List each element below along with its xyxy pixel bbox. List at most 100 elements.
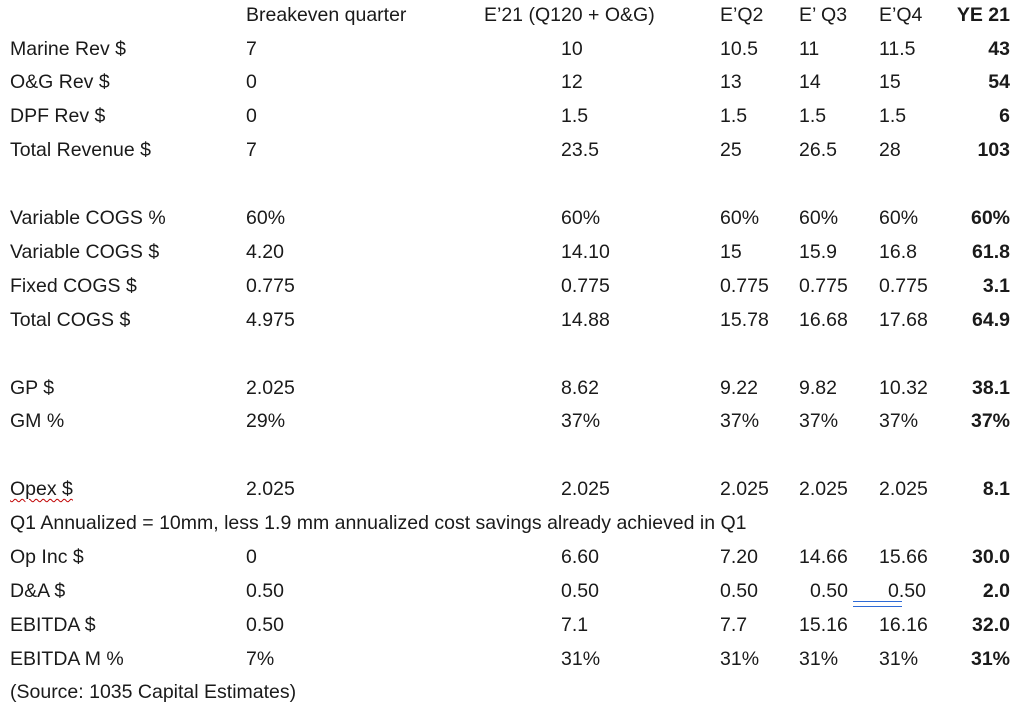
cell-e21: 1.5: [561, 105, 589, 127]
cell-breakeven: 4.20: [246, 241, 284, 263]
cell-q4: 0.775: [879, 275, 928, 297]
cell-q2: 7.20: [720, 546, 758, 568]
cell-q3: 1.5: [799, 105, 827, 127]
cell-q3: 0.50: [810, 580, 848, 602]
row-label: DPF Rev $: [10, 105, 106, 127]
cell-ye21: 2.0: [982, 580, 1010, 602]
cell-breakeven: 7%: [246, 648, 275, 670]
row-label: Variable COGS %: [10, 207, 166, 229]
cell-q3: 60%: [799, 207, 839, 229]
cell-q3: 2.025: [799, 478, 848, 500]
cell-q3: 14: [799, 71, 821, 93]
cell-ye21: 6: [999, 105, 1010, 127]
cell-e21: 6.60: [561, 546, 599, 568]
row-gm: GM % 29% 37% 37% 37% 37% 37%: [0, 404, 1021, 438]
cell-q3: 0.775: [799, 275, 848, 297]
row-label: Fixed COGS $: [10, 275, 137, 297]
cell-e21: 14.88: [561, 309, 610, 331]
cell-ye21: 32.0: [972, 614, 1010, 636]
cell-ye21: 30.0: [972, 546, 1010, 568]
cell-q3: 31%: [799, 648, 839, 670]
cell-e21: 8.62: [561, 377, 599, 399]
cell-e21: 2.025: [561, 478, 610, 500]
cell-ye21: 61.8: [972, 241, 1010, 263]
cell-ye21: 8.1: [982, 478, 1010, 500]
cell-q2: 60%: [720, 207, 760, 229]
cell-breakeven: 0: [246, 71, 257, 93]
cell-q2: 37%: [720, 410, 760, 432]
header-q3: E’ Q3: [799, 4, 848, 26]
header-q2: E’Q2: [720, 4, 764, 26]
row-variable-cogs-pct: Variable COGS % 60% 60% 60% 60% 60% 60%: [0, 201, 1021, 235]
cell-q3: 15.16: [799, 614, 848, 636]
cell-breakeven: 7: [246, 139, 257, 161]
row-label: EBITDA $: [10, 614, 96, 636]
row-label: GP $: [10, 377, 55, 399]
cell-e21: 0.775: [561, 275, 610, 297]
row-total-revenue: Total Revenue $ 7 23.5 25 26.5 28 103: [0, 133, 1021, 167]
cell-q2: 7.7: [720, 614, 748, 636]
cell-q4: 2.025: [879, 478, 928, 500]
row-da: D&A $ 0.50 0.50 0.50 0.50 0.50 2.0: [0, 574, 1021, 608]
cell-q4: 15.66: [879, 546, 928, 568]
cell-ye21: 43: [988, 38, 1010, 60]
cell-q4: 31%: [879, 648, 919, 670]
cell-q4: 0.50: [888, 580, 926, 602]
cell-ye21: 103: [977, 139, 1010, 161]
header-q4: E’Q4: [879, 4, 923, 26]
cell-ye21: 54: [988, 71, 1010, 93]
cell-q3: 9.82: [799, 377, 837, 399]
header-e21: E’21 (Q120 + O&G): [484, 4, 655, 26]
cell-ye21: 64.9: [972, 309, 1010, 331]
cell-q4: 15: [879, 71, 901, 93]
row-label: D&A $: [10, 580, 66, 602]
row-label: EBITDA M %: [10, 648, 124, 670]
cell-q3: 15.9: [799, 241, 837, 263]
cell-q4: 10.32: [879, 377, 928, 399]
cell-q3: 37%: [799, 410, 839, 432]
source-note: (Source: 1035 Capital Estimates): [10, 681, 297, 703]
header-breakeven: Breakeven quarter: [246, 4, 407, 26]
cell-breakeven: 7: [246, 38, 257, 60]
cell-q2: 25: [720, 139, 742, 161]
cell-breakeven: 2.025: [246, 478, 295, 500]
cell-breakeven: 0: [246, 546, 257, 568]
cell-q2: 1.5: [720, 105, 748, 127]
cell-q4: 28: [879, 139, 901, 161]
row-og-rev: O&G Rev $ 0 12 13 14 15 54: [0, 65, 1021, 99]
cell-breakeven: 2.025: [246, 377, 295, 399]
row-label: Op Inc $: [10, 546, 84, 568]
header-ye21: YE 21: [956, 4, 1010, 26]
cell-ye21: 37%: [970, 410, 1010, 432]
cell-ye21: 3.1: [982, 275, 1010, 297]
row-total-cogs: Total COGS $ 4.975 14.88 15.78 16.68 17.…: [0, 303, 1021, 337]
row-label: Variable COGS $: [10, 241, 160, 263]
cell-breakeven: 0.50: [246, 580, 284, 602]
cell-q3: 16.68: [799, 309, 848, 331]
cell-q2: 9.22: [720, 377, 758, 399]
cell-q4: 11.5: [879, 38, 916, 60]
cell-e21: 31%: [561, 648, 601, 670]
cell-breakeven: 60%: [246, 207, 286, 229]
row-label: O&G Rev $: [10, 71, 110, 93]
cell-e21: 14.10: [561, 241, 610, 263]
cell-q4: 16.8: [879, 241, 917, 263]
cell-e21: 10: [561, 38, 583, 60]
cell-q2: 2.025: [720, 478, 769, 500]
row-ebitda: EBITDA $ 0.50 7.1 7.7 15.16 16.16 32.0: [0, 608, 1021, 642]
cell-breakeven: 0.775: [246, 275, 295, 297]
cell-q4: 60%: [879, 207, 919, 229]
cell-breakeven: 29%: [246, 410, 286, 432]
cell-e21: 12: [561, 71, 583, 93]
cell-q4: 1.5: [879, 105, 907, 127]
row-marine-rev: Marine Rev $ 7 10 10.5 11 11.5 43: [0, 32, 1021, 66]
header-row: Breakeven quarter E’21 (Q120 + O&G) E’Q2…: [0, 0, 1021, 32]
cell-q3: 26.5: [799, 139, 837, 161]
cell-q3: 11: [799, 38, 820, 60]
row-label: Marine Rev $: [10, 38, 126, 60]
cell-e21: 0.50: [561, 580, 599, 602]
cell-breakeven: 4.975: [246, 309, 295, 331]
cell-q2: 15.78: [720, 309, 769, 331]
row-label: Total COGS $: [10, 309, 131, 331]
cell-q4: 37%: [879, 410, 919, 432]
